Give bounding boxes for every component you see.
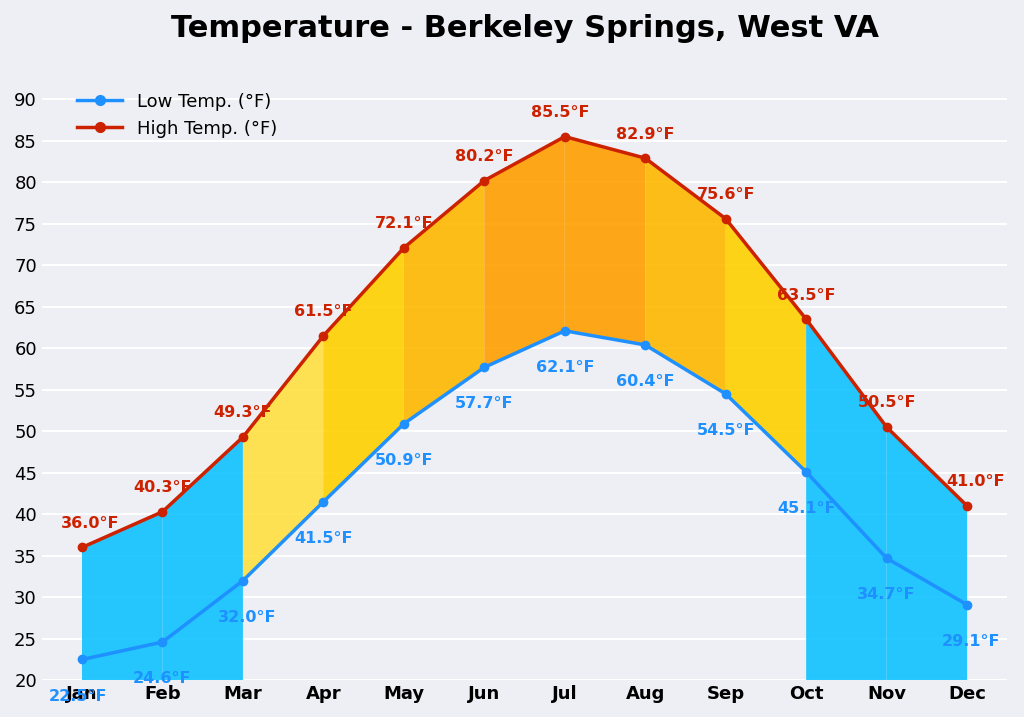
High Temp. (°F) [237, 433, 249, 442]
Text: 22.5°F: 22.5°F [49, 688, 108, 703]
Text: 62.1°F: 62.1°F [536, 360, 594, 375]
Text: 85.5°F: 85.5°F [531, 105, 590, 120]
Low Temp. (°F) [800, 467, 812, 476]
High Temp. (°F) [478, 176, 490, 185]
Polygon shape [645, 158, 726, 394]
Text: 72.1°F: 72.1°F [375, 217, 433, 231]
Text: 49.3°F: 49.3°F [214, 405, 272, 420]
Low Temp. (°F) [397, 419, 410, 428]
High Temp. (°F) [317, 331, 330, 340]
High Temp. (°F) [800, 315, 812, 323]
High Temp. (°F) [639, 154, 651, 163]
Polygon shape [726, 219, 806, 472]
Line: Low Temp. (°F): Low Temp. (°F) [78, 327, 971, 664]
Text: 36.0°F: 36.0°F [60, 516, 119, 531]
High Temp. (°F) [157, 508, 169, 516]
Low Temp. (°F) [237, 576, 249, 585]
Text: 24.6°F: 24.6°F [133, 671, 191, 686]
Low Temp. (°F) [157, 637, 169, 646]
Text: 80.2°F: 80.2°F [455, 149, 514, 164]
Text: 63.5°F: 63.5°F [777, 288, 836, 303]
Legend: Low Temp. (°F), High Temp. (°F): Low Temp. (°F), High Temp. (°F) [70, 85, 285, 145]
Text: 41.0°F: 41.0°F [946, 475, 1005, 489]
High Temp. (°F) [76, 543, 88, 552]
High Temp. (°F) [559, 132, 571, 141]
Low Temp. (°F) [559, 326, 571, 335]
Text: 32.0°F: 32.0°F [218, 609, 276, 625]
Text: 34.7°F: 34.7°F [857, 587, 915, 602]
Polygon shape [806, 472, 887, 680]
Polygon shape [887, 559, 967, 680]
Text: 50.9°F: 50.9°F [375, 453, 433, 467]
Line: High Temp. (°F): High Temp. (°F) [78, 133, 971, 551]
Polygon shape [887, 427, 967, 604]
High Temp. (°F) [397, 244, 410, 252]
Low Temp. (°F) [961, 600, 973, 609]
Polygon shape [163, 437, 243, 642]
Low Temp. (°F) [478, 363, 490, 371]
Text: 40.3°F: 40.3°F [133, 480, 191, 495]
High Temp. (°F) [881, 423, 893, 432]
Low Temp. (°F) [720, 389, 732, 398]
Low Temp. (°F) [881, 554, 893, 563]
High Temp. (°F) [720, 214, 732, 223]
Text: 41.5°F: 41.5°F [294, 531, 352, 546]
Text: 50.5°F: 50.5°F [857, 396, 915, 411]
Low Temp. (°F) [639, 341, 651, 349]
Polygon shape [82, 512, 163, 660]
Text: 60.4°F: 60.4°F [616, 374, 675, 389]
Text: 54.5°F: 54.5°F [696, 423, 755, 438]
Polygon shape [403, 181, 484, 424]
Low Temp. (°F) [317, 498, 330, 506]
Polygon shape [82, 642, 163, 680]
Title: Temperature - Berkeley Springs, West VA: Temperature - Berkeley Springs, West VA [171, 14, 879, 43]
Text: 45.1°F: 45.1°F [777, 501, 836, 516]
Polygon shape [324, 248, 403, 502]
Text: 61.5°F: 61.5°F [294, 304, 352, 319]
Polygon shape [163, 581, 243, 680]
Polygon shape [565, 136, 645, 345]
Polygon shape [484, 136, 565, 367]
Low Temp. (°F) [76, 655, 88, 664]
Polygon shape [243, 336, 324, 581]
Polygon shape [806, 319, 887, 559]
Text: 57.7°F: 57.7°F [455, 397, 514, 412]
High Temp. (°F) [961, 502, 973, 511]
Text: 29.1°F: 29.1°F [942, 634, 1000, 649]
Text: 82.9°F: 82.9°F [616, 127, 675, 141]
Text: 75.6°F: 75.6°F [696, 187, 755, 202]
